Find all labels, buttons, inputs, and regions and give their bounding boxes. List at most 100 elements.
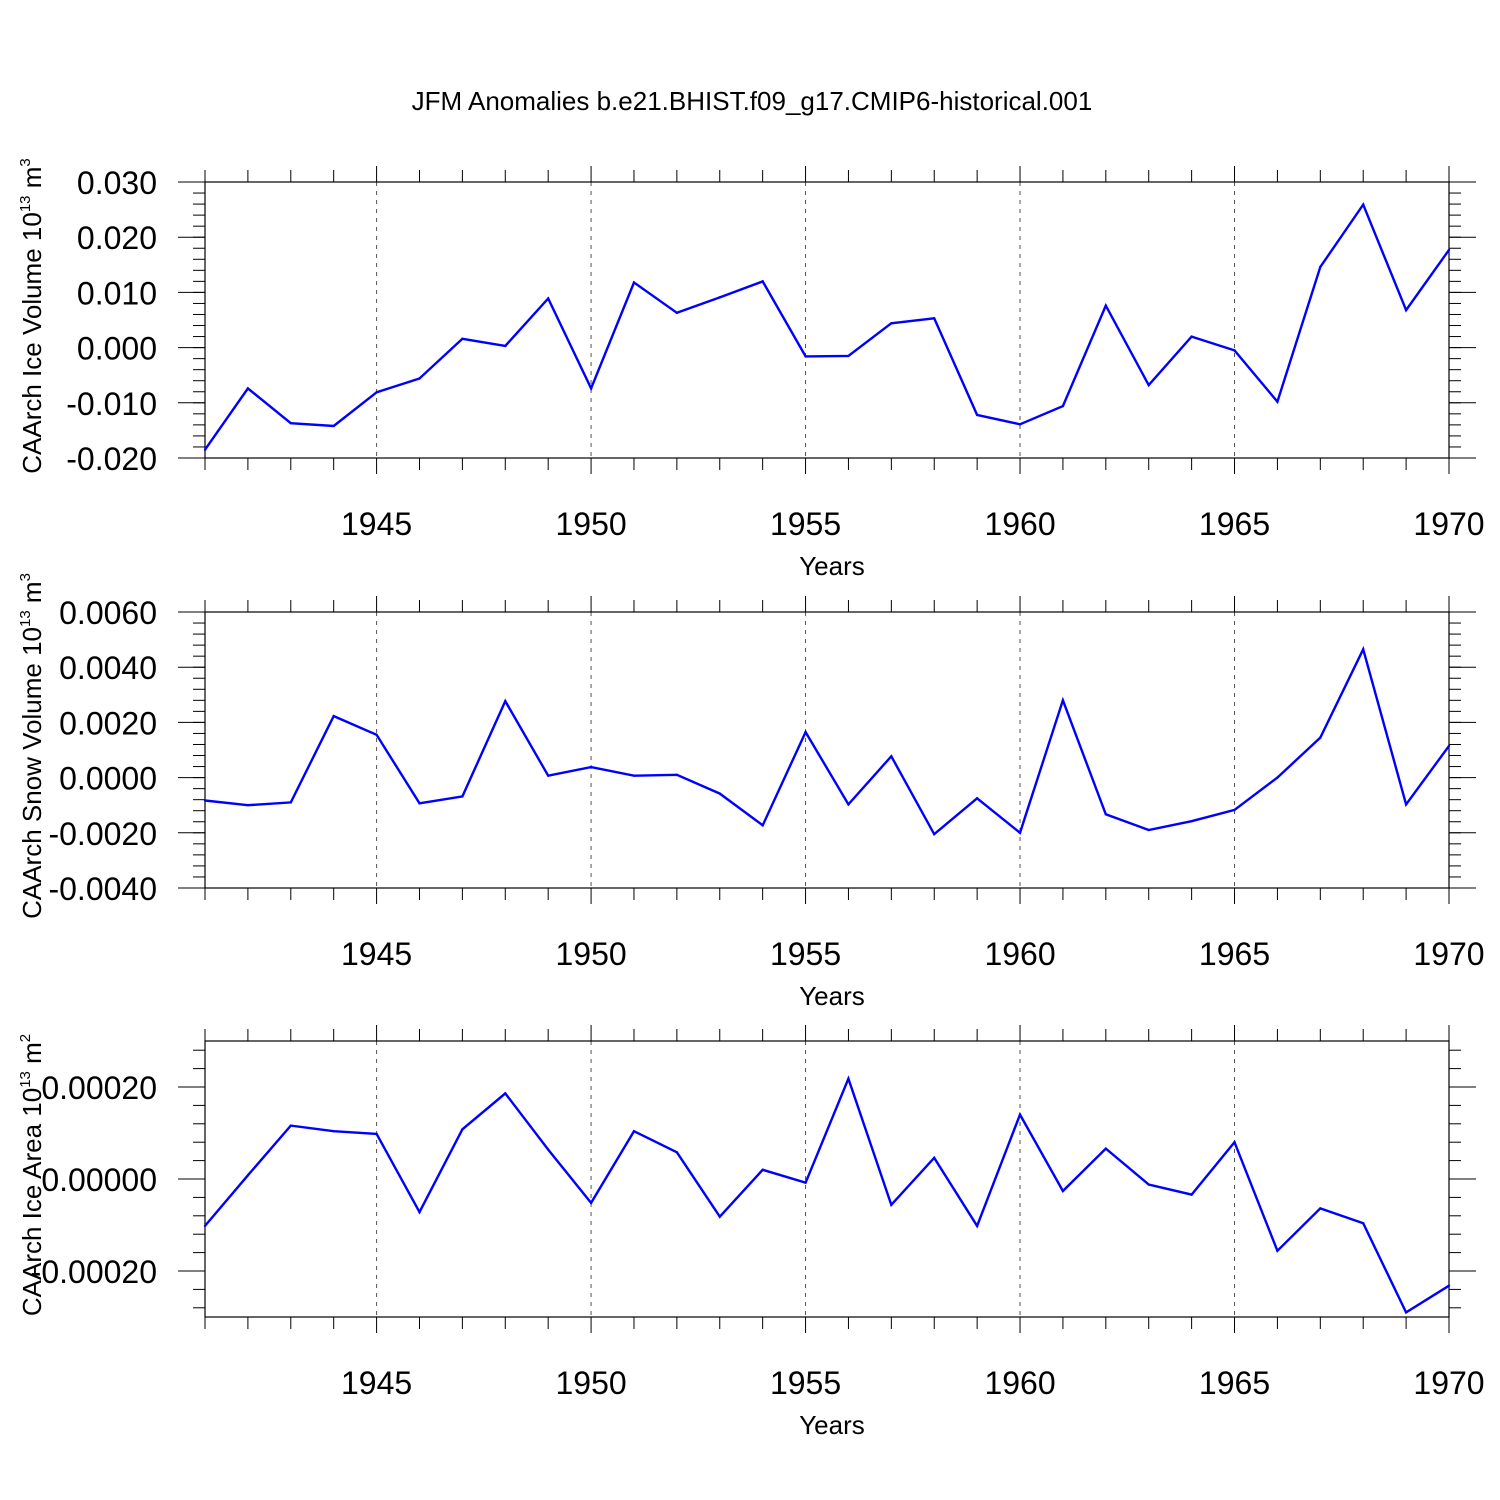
x-tick-label: 1970 [1413, 506, 1484, 542]
data-point [675, 311, 679, 315]
y-tick-label: -0.00020 [31, 1254, 157, 1290]
data-point [246, 387, 250, 390]
y-axis-label: CAArch Ice Volume 1013 m3 [17, 158, 47, 474]
x-tick-label: 1950 [555, 506, 626, 542]
y-tick-label: 0.00000 [41, 1162, 157, 1198]
data-point [418, 377, 421, 380]
data-point [546, 1148, 550, 1151]
plot-frame [204, 611, 1450, 889]
data-point [1018, 1113, 1022, 1116]
x-tick-label: 1955 [770, 936, 841, 972]
data-point [718, 792, 721, 795]
y-tick-label: 0.030 [77, 165, 157, 201]
figure-title: JFM Anomalies b.e21.BHIST.f09_g17.CMIP6-… [412, 86, 1093, 116]
y-axis-label: CAArch Snow Volume 1013 m3 [17, 573, 47, 919]
data-point [1404, 803, 1408, 806]
data-point [1190, 820, 1193, 823]
y-tick-label: 0.000 [77, 331, 157, 367]
data-point [1447, 1284, 1451, 1287]
data-point [1233, 349, 1236, 352]
data-point [418, 802, 421, 805]
y-tick-label: 0.010 [77, 275, 157, 311]
x-tick-label: 1965 [1199, 936, 1270, 972]
x-tick-label: 1945 [341, 936, 412, 972]
data-point [546, 774, 550, 777]
data-point [1147, 1183, 1150, 1186]
data-point [632, 774, 636, 777]
data-point [332, 714, 335, 718]
series-line-1 [204, 202, 1450, 451]
data-point [504, 699, 507, 703]
data-point [504, 344, 507, 348]
data-point [589, 387, 593, 390]
data-point [761, 1168, 764, 1172]
x-tick-label: 1970 [1413, 1365, 1484, 1401]
series-line-2 [204, 645, 1450, 837]
y-axis-label-unit-exponent: 3 [17, 158, 34, 166]
y-tick-label: -0.020 [66, 441, 157, 477]
data-point [1104, 1147, 1108, 1150]
data-point [289, 422, 292, 425]
y-tick-label: 0.0020 [59, 705, 157, 741]
x-tick-label: 1960 [984, 506, 1055, 542]
y-tick-label: -0.010 [66, 386, 157, 422]
data-point [1319, 736, 1322, 739]
data-point [1319, 1207, 1322, 1210]
data-point [632, 281, 636, 284]
x-tick-label: 1950 [555, 1365, 626, 1401]
chart-panel-2: 1945 1950 1955 1960 1965 1970 Years -0.0040 -0.0… [17, 573, 1485, 1011]
x-tick-label: 1970 [1413, 936, 1484, 972]
y-tick-label: 0.0060 [59, 595, 157, 631]
data-point [975, 413, 979, 417]
x-axis-label: Years [799, 981, 865, 1011]
data-point [675, 773, 679, 777]
data-point [1362, 203, 1365, 206]
x-tick-label: 1965 [1199, 506, 1270, 542]
data-point [332, 424, 335, 428]
chart-panel-1: 1945 1950 1955 1960 1965 1970 Years -0.020 -0.01… [17, 158, 1485, 581]
y-tick-label: -0.0040 [48, 871, 157, 907]
x-tick-label: 1945 [341, 506, 412, 542]
data-point [1319, 265, 1322, 269]
data-point [1276, 1249, 1279, 1252]
data-point [1018, 423, 1022, 426]
data-point [933, 832, 936, 836]
data-point [504, 1092, 507, 1095]
y-axis-label-exponent: 13 [17, 1071, 34, 1088]
data-point [589, 765, 593, 769]
y-axis-label-unit: m [17, 167, 47, 196]
x-tick-label: 1960 [984, 1365, 1055, 1401]
plot-frame [204, 181, 1450, 459]
data-point [847, 1077, 850, 1080]
data-point [1061, 404, 1065, 408]
data-point [1362, 1221, 1365, 1225]
data-point [1447, 248, 1451, 252]
data-point [1233, 1141, 1236, 1144]
data-point [1233, 808, 1236, 812]
data-point [847, 803, 850, 806]
x-tick-label: 1955 [770, 506, 841, 542]
y-axis-label-unit-exponent: 2 [17, 1034, 34, 1042]
x-tick-label: 1950 [555, 936, 626, 972]
data-point [1447, 744, 1451, 748]
data-point [718, 296, 721, 299]
data-point [203, 799, 207, 802]
data-point [461, 795, 464, 798]
y-axis-label-exponent: 13 [17, 195, 34, 212]
y-axis-label-unit: m [17, 581, 47, 610]
y-axis-label-unit-exponent: 3 [17, 573, 34, 581]
data-point [1276, 776, 1279, 779]
panels-container: 1945 1950 1955 1960 1965 1970 Years -0.020 -0.01… [17, 158, 1485, 1440]
data-point [375, 391, 378, 394]
y-axis-label: CAArch Ice Area 1013 m2 [17, 1034, 47, 1316]
x-axis-label: Years [799, 1410, 865, 1440]
data-point [718, 1215, 721, 1218]
data-point [546, 297, 550, 300]
y-axis-label-text: CAArch Snow Volume 10 [17, 627, 47, 919]
chart-panel-3: 1945 1950 1955 1960 1965 1970 Years -0.00020 0.0… [17, 1025, 1485, 1440]
data-point [1018, 831, 1022, 834]
data-point [1104, 813, 1108, 816]
data-point [1147, 383, 1150, 387]
data-point [1061, 699, 1065, 702]
y-tick-label: 0.0000 [59, 761, 157, 797]
